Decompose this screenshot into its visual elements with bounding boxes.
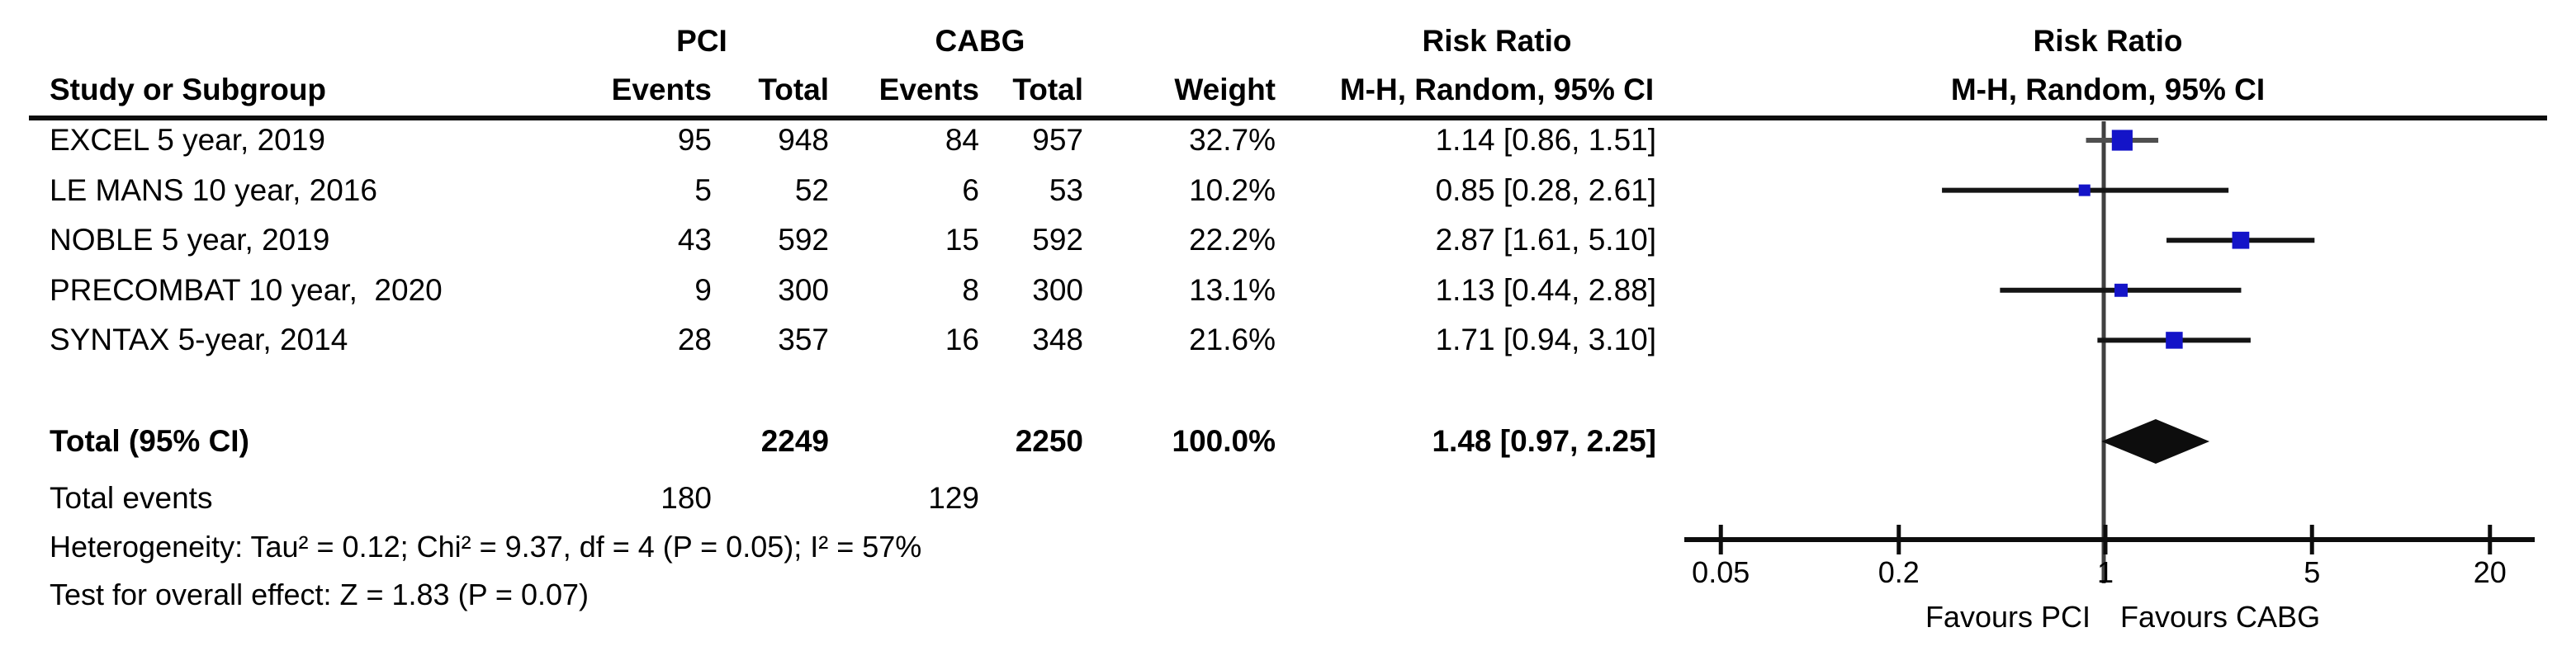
- header-cabg-total: Total: [1012, 73, 1083, 106]
- pci-events-value: 5: [694, 172, 712, 207]
- risk-ratio-ci-value: 1.14 [0.86, 1.51]: [1435, 123, 1656, 157]
- pci-events-value: 43: [677, 223, 712, 257]
- effect-square-marker: [2166, 332, 2183, 349]
- study-label: EXCEL 5 year, 2019: [50, 123, 325, 157]
- total-row-label: Total (95% CI): [50, 424, 249, 458]
- pci-total-value: 300: [778, 272, 829, 307]
- x-axis-tick-label: 20: [2473, 555, 2507, 589]
- x-axis-tick-label: 0.2: [1878, 555, 1920, 589]
- risk-ratio-ci-value: 2.87 [1.61, 5.10]: [1435, 223, 1656, 257]
- effect-square-marker: [2232, 231, 2250, 249]
- header-mh-random-plot-col: M-H, Random, 95% CI: [1950, 73, 2266, 106]
- study-label: PRECOMBAT 10 year, 2020: [50, 272, 443, 307]
- weight-value: 21.6%: [1189, 323, 1276, 357]
- total-weight: 100.0%: [1172, 424, 1276, 458]
- cabg-total-value: 300: [1032, 272, 1083, 307]
- header-pci-total: Total: [758, 73, 829, 106]
- risk-ratio-ci-value: 1.13 [0.44, 2.88]: [1435, 272, 1656, 307]
- total-risk-ratio-ci: 1.48 [0.97, 2.25]: [1432, 424, 1656, 458]
- summary-diamond: [2101, 419, 2210, 464]
- cabg-events-value: 6: [962, 172, 979, 207]
- pci-events-value: 9: [694, 272, 712, 307]
- header-mh-random-text-col: M-H, Random, 95% CI: [1339, 73, 1655, 106]
- total-events-label: Total events: [50, 481, 213, 515]
- weight-value: 13.1%: [1189, 272, 1276, 307]
- cabg-total-value: 957: [1032, 123, 1083, 157]
- weight-value: 22.2%: [1189, 223, 1276, 257]
- header-riskratio-text-col: Risk Ratio: [1422, 24, 1572, 58]
- risk-ratio-ci-value: 0.85 [0.28, 2.61]: [1435, 172, 1656, 207]
- x-axis-tick-label: 5: [2304, 555, 2321, 589]
- weight-value: 32.7%: [1189, 123, 1276, 157]
- study-label: NOBLE 5 year, 2019: [50, 223, 330, 257]
- header-riskratio-plot-col: Risk Ratio: [2033, 24, 2183, 58]
- effect-square-marker: [2111, 130, 2133, 151]
- effect-square-marker: [2078, 184, 2091, 196]
- header-pci-events: Events: [611, 73, 712, 106]
- heterogeneity-text: Heterogeneity: Tau² = 0.12; Chi² = 9.37,…: [50, 530, 922, 564]
- header-rule: [29, 116, 2547, 120]
- pci-total-value: 52: [794, 172, 829, 207]
- cabg-total-value: 592: [1032, 223, 1083, 257]
- cabg-total-value: 348: [1032, 323, 1083, 357]
- total-events-cabg: 129: [928, 481, 979, 515]
- header-group-cabg: CABG: [935, 24, 1025, 58]
- cabg-total-value: 53: [1049, 172, 1083, 207]
- study-label: LE MANS 10 year, 2016: [50, 172, 377, 207]
- total-events-pci: 180: [661, 481, 712, 515]
- weight-value: 10.2%: [1189, 172, 1276, 207]
- header-weight: Weight: [1174, 73, 1276, 106]
- pci-events-value: 95: [677, 123, 712, 157]
- pci-events-value: 28: [677, 323, 712, 357]
- pci-total-value: 357: [778, 323, 829, 357]
- study-label: SYNTAX 5-year, 2014: [50, 323, 348, 357]
- x-axis-tick-label: 0.05: [1692, 555, 1750, 589]
- cabg-events-value: 16: [945, 323, 979, 357]
- total-cabg-total: 2250: [1015, 424, 1083, 458]
- favours-right-label: Favours CABG: [2120, 600, 2321, 634]
- x-axis-tick-label: 1: [2096, 555, 2114, 589]
- favours-left-label: Favours PCI: [1925, 600, 2091, 634]
- header-study-or-subgroup: Study or Subgroup: [50, 73, 327, 106]
- total-pci-total: 2249: [760, 424, 829, 458]
- cabg-events-value: 15: [945, 223, 979, 257]
- cabg-events-value: 84: [945, 123, 979, 157]
- risk-ratio-ci-value: 1.71 [0.94, 3.10]: [1435, 323, 1656, 357]
- header-cabg-events: Events: [878, 73, 979, 106]
- pci-total-value: 592: [778, 223, 829, 257]
- pci-total-value: 948: [778, 123, 829, 157]
- effect-square-marker: [2114, 283, 2128, 297]
- overall-effect-text: Test for overall effect: Z = 1.83 (P = 0…: [50, 578, 590, 611]
- cabg-events-value: 8: [962, 272, 979, 307]
- header-group-pci: PCI: [676, 24, 727, 58]
